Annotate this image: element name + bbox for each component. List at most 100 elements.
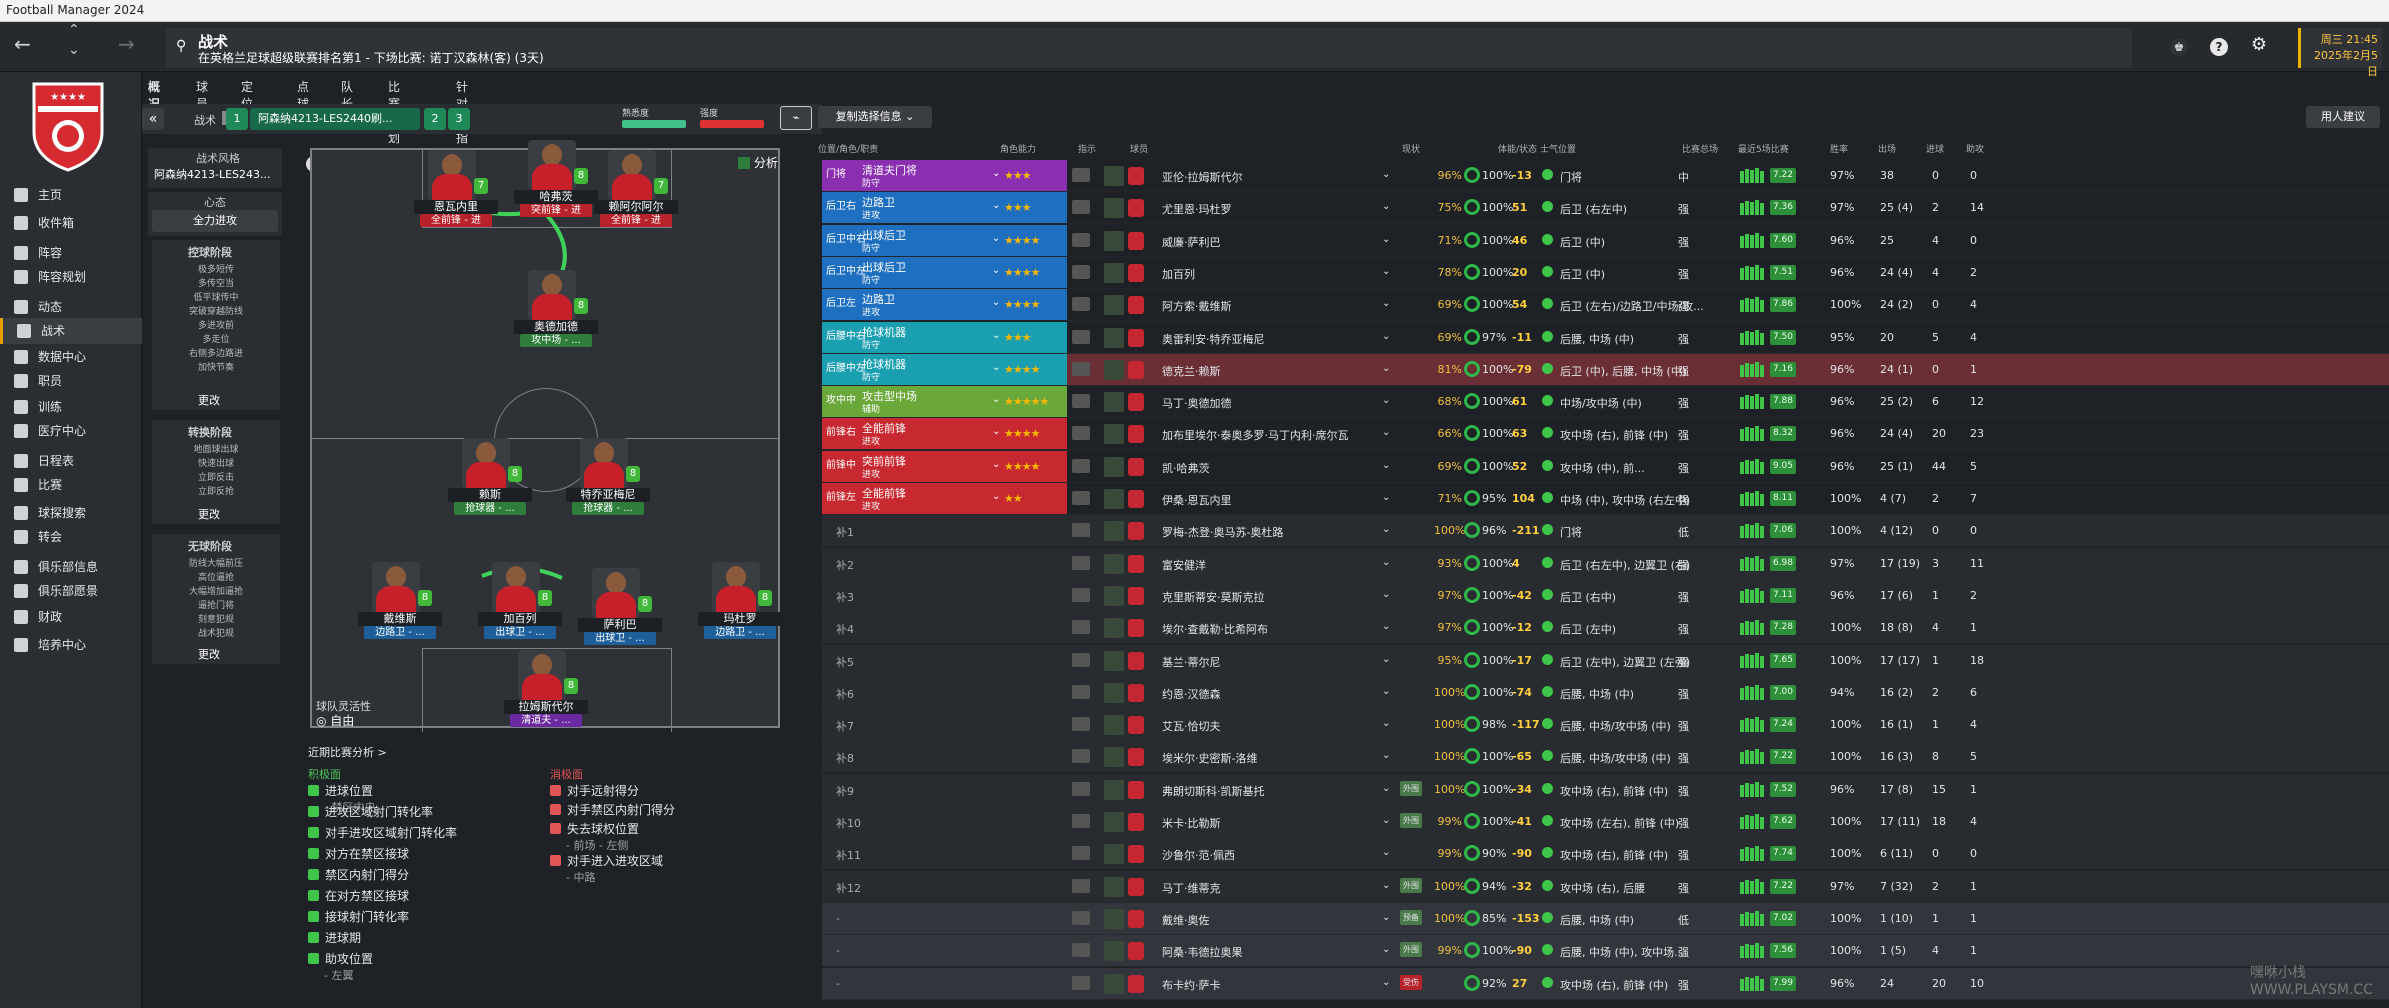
row-dropdown-icon[interactable]: ⌄ — [1382, 718, 1391, 730]
table-row[interactable]: 前锋左 全能前锋 进攻 ⌄ ★★ 伊桑·恩瓦内里 ⌄ 71% 95% 104 中场 (中), 攻中场… — [822, 483, 2389, 515]
player-role[interactable]: 出球卫 - ... — [484, 626, 556, 639]
player-role[interactable]: 全前锋 - 进 — [600, 214, 672, 227]
sidebar-item[interactable]: 训练 — [0, 394, 142, 420]
table-row[interactable]: 前锋右 全能前锋 进攻 ⌄ ★★★★ 加布里埃尔·泰奥多罗·马丁内利·席尔瓦 ⌄ 66% 100… — [822, 418, 2389, 451]
pitch-player[interactable]: 8 奥德加德 攻中场 - ... — [508, 270, 598, 347]
instruction-icon[interactable] — [1072, 878, 1090, 893]
role-chevron-icon[interactable]: ⌄ — [992, 264, 1001, 276]
player-name[interactable]: 马丁·维蒂克 — [1162, 881, 1221, 895]
table-row[interactable]: 补3 克里斯蒂安·莫斯克拉 ⌄ 97% 100% -42 后卫 (右中) 强 7.11 96% 17… — [822, 579, 2389, 612]
forward-arrow-icon[interactable]: → — [118, 32, 135, 56]
player-role[interactable]: 突前锋 - 进 — [520, 204, 592, 217]
role-chevron-icon[interactable]: ⌄ — [992, 361, 1001, 373]
row-dropdown-icon[interactable]: ⌄ — [1382, 621, 1391, 633]
instruction-icon[interactable] — [1072, 394, 1090, 409]
pitch-player[interactable]: 8 玛杜罗 边路卫 - ... — [692, 562, 782, 639]
row-dropdown-icon[interactable]: ⌄ — [1382, 492, 1391, 503]
player-name[interactable]: 亚伦·拉姆斯代尔 — [1162, 171, 1243, 184]
role-cell[interactable]: 后腰中左 抢球机器 防守 ⌄ ★★★★ — [822, 353, 1067, 385]
row-dropdown-icon[interactable]: ⌄ — [1382, 427, 1391, 439]
role-cell[interactable]: 后腰中右 抢球机器 防守 ⌄ ★★★ — [822, 321, 1067, 353]
role-chevron-icon[interactable]: ⌄ — [992, 394, 1001, 406]
player-name[interactable]: 伊桑·恩瓦内里 — [1162, 494, 1232, 507]
row-dropdown-icon[interactable]: ⌄ — [1382, 685, 1391, 697]
role-cell[interactable]: 前锋右 全能前锋 进攻 ⌄ ★★★★ — [822, 418, 1067, 450]
player-name[interactable]: 布卡约·萨卡 — [1162, 978, 1221, 992]
table-row[interactable]: - 戴维·奥佐 ⌄ 预备 100% 85% -153 后腰, 中场 (中) 低 7.02 100% 1… — [822, 902, 2389, 935]
player-name[interactable]: 埃尔·查戴勒·比希阿布 — [1162, 623, 1268, 637]
col-header-instructions[interactable]: 指示 — [1078, 145, 1097, 155]
role-chevron-icon[interactable]: ⌄ — [992, 491, 1001, 502]
role-chevron-icon[interactable]: ⌄ — [992, 297, 1001, 309]
chevron-up-icon[interactable]: ⌃ — [68, 22, 80, 38]
instruction-icon[interactable] — [1072, 458, 1090, 473]
table-row[interactable]: 补5 基兰·蒂尔尼 ⌄ 95% 100% -17 后卫 (左中), 边翼卫 (左强) 强 7.6… — [822, 644, 2389, 677]
table-row[interactable]: 后腰中左 抢球机器 防守 ⌄ ★★★★ 德克兰·赖斯 ⌄ 81% 100% -79 后卫 (中), … — [822, 353, 2389, 386]
instruction-icon[interactable] — [1072, 814, 1090, 828]
row-dropdown-icon[interactable]: ⌄ — [1382, 169, 1391, 180]
col-header-starts[interactable]: 出场 — [1878, 145, 1897, 155]
player-name[interactable]: 埃米尔·史密斯-洛维 — [1162, 752, 1258, 766]
instruction-icon[interactable] — [1072, 232, 1090, 247]
role-chevron-icon[interactable]: ⌄ — [992, 168, 1001, 179]
pitch-player[interactable]: 8 戴维斯 边路卫 - ... — [352, 562, 442, 639]
player-name[interactable]: 基兰·蒂尔尼 — [1162, 655, 1221, 669]
sidebar-item[interactable]: 培养中心 — [0, 632, 142, 658]
table-row[interactable]: 补6 约恩·汉德森 ⌄ 100% 100% -74 后腰, 中场 (中) 强 7.00 94% 16… — [822, 676, 2389, 709]
table-row[interactable]: 补10 米卡·比勒斯 ⌄ 外围 99% 100% -41 攻中场 (左右), 前锋 (中) 强 7… — [822, 806, 2389, 838]
row-dropdown-icon[interactable]: ⌄ — [1382, 976, 1391, 988]
row-dropdown-icon[interactable]: ⌄ — [1382, 265, 1391, 277]
player-name[interactable]: 加布里埃尔·泰奥多罗·马丁内利·席尔瓦 — [1162, 429, 1349, 443]
player-name[interactable]: 约恩·汉德森 — [1162, 687, 1221, 701]
role-chevron-icon[interactable]: ⌄ — [992, 329, 1001, 341]
instruction-icon[interactable] — [1072, 846, 1090, 861]
row-dropdown-icon[interactable]: ⌄ — [1382, 847, 1391, 859]
table-row[interactable]: 补4 埃尔·查戴勒·比希阿布 ⌄ 97% 100% -12 后卫 (左中) 强 7.28 100%… — [822, 612, 2389, 645]
row-dropdown-icon[interactable]: ⌄ — [1382, 782, 1391, 794]
player-name[interactable]: 克里斯蒂安·莫斯克拉 — [1162, 590, 1265, 604]
row-dropdown-icon[interactable]: ⌄ — [1382, 330, 1391, 342]
table-row[interactable]: - 阿桑·韦德拉奥果 ⌄ 外围 99% 100% -90 后腰, 中场 (中), 攻中场...… — [822, 935, 2389, 968]
instruction-icon[interactable] — [1072, 587, 1090, 602]
role-cell[interactable]: 后卫左 边路卫 进攻 ⌄ ★★★★ — [822, 289, 1067, 321]
col-header-position[interactable]: 位置 — [1558, 145, 1577, 155]
pitch-player[interactable]: 8 拉姆斯代尔 清道夫 - ... — [498, 650, 588, 727]
col-header-pct[interactable]: 胜率 — [1830, 145, 1849, 155]
tactic-toggle-button[interactable]: ⌁ — [780, 106, 812, 130]
role-cell[interactable]: 门将 清道夫门将 防守 ⌄ ★★★ — [822, 160, 1067, 191]
trophy-icon[interactable]: ♚ — [2170, 38, 2188, 56]
row-dropdown-icon[interactable]: ⌄ — [1382, 815, 1391, 826]
instruction-icon[interactable] — [1072, 652, 1090, 667]
sidebar-item[interactable]: 收件箱 — [0, 210, 142, 236]
col-header-form[interactable]: 最近5场比赛 — [1738, 145, 1789, 155]
table-row[interactable]: 补9 弗朗切斯科·凯斯基托 ⌄ 外围 100% 100% -34 攻中场 (右), 前锋 (中… — [822, 773, 2389, 806]
team-fluidity-value[interactable]: ◎ 自由 — [316, 714, 355, 728]
pitch-player[interactable]: 8 特乔亚梅尼 抢球器 - ... — [560, 438, 650, 515]
player-name[interactable]: 加百列 — [1162, 267, 1195, 281]
pitch-player[interactable]: 8 萨利巴 出球卫 - ... — [572, 568, 662, 645]
player-role[interactable]: 抢球器 - ... — [572, 502, 644, 515]
col-header-ability[interactable]: 角色能力 — [1000, 145, 1037, 155]
table-row[interactable]: 后卫中左 出球后卫 防守 ⌄ ★★★★ 加百列 ⌄ 78% 100% 20 后卫 (中) 强 7.51 9… — [822, 256, 2389, 289]
instruction-icon[interactable] — [1072, 523, 1090, 538]
sidebar-item[interactable]: 主页 — [0, 182, 142, 208]
instruction-icon[interactable] — [1072, 491, 1090, 505]
collapse-icon[interactable]: « — [142, 108, 164, 130]
pitch-player[interactable]: 7 赖阿尔阿尔 全前锋 - 进 — [588, 150, 678, 227]
row-dropdown-icon[interactable]: ⌄ — [1382, 588, 1391, 600]
role-chevron-icon[interactable]: ⌄ — [992, 232, 1001, 244]
col-header-status[interactable]: 现状 — [1402, 145, 1421, 155]
instruction-icon[interactable] — [1072, 297, 1090, 312]
player-name[interactable]: 威廉·萨利巴 — [1162, 235, 1221, 249]
out-possession-more[interactable]: 更改 — [198, 648, 220, 661]
instruction-icon[interactable] — [1072, 781, 1090, 796]
sidebar-item[interactable]: 财政 — [0, 604, 142, 630]
instruction-icon[interactable] — [1072, 975, 1090, 990]
col-header-assists[interactable]: 助攻 — [1966, 145, 1985, 155]
help-icon[interactable]: ? — [2210, 38, 2228, 56]
table-row[interactable]: 补11 沙鲁尔·范·佩西 ⌄ 99% 90% -90 攻中场 (右), 前锋 (中) 强 7.7… — [822, 838, 2389, 871]
player-name[interactable]: 沙鲁尔·范·佩西 — [1162, 849, 1235, 863]
role-cell[interactable]: 前锋中 突前前锋 进攻 ⌄ ★★★★ — [822, 450, 1067, 482]
instruction-icon[interactable] — [1072, 717, 1090, 732]
player-name[interactable]: 马丁·奥德加德 — [1162, 397, 1232, 411]
